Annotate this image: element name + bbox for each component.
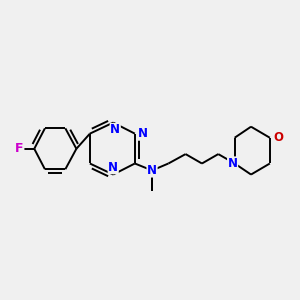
Text: N: N	[147, 164, 157, 177]
Text: N: N	[108, 161, 118, 174]
Text: N: N	[110, 124, 120, 136]
Text: N: N	[228, 157, 238, 170]
Text: N: N	[138, 127, 148, 140]
Text: O: O	[273, 131, 283, 144]
Text: F: F	[15, 142, 24, 155]
